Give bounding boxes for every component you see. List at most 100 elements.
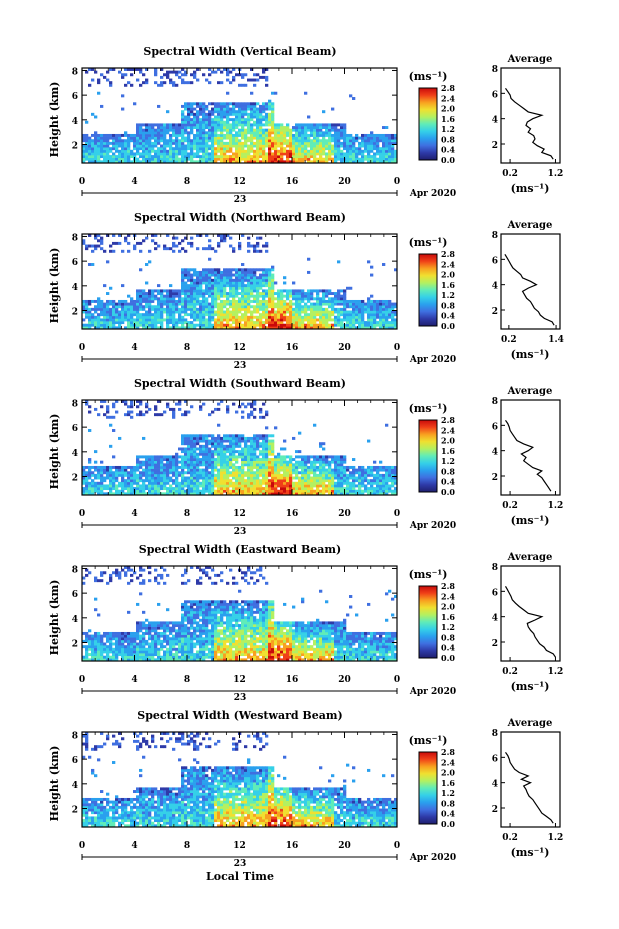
- heatmap-cell: [157, 476, 161, 480]
- heatmap-cell: [361, 302, 365, 306]
- heatmap-cell: [166, 131, 170, 135]
- heatmap-cell: [367, 321, 371, 325]
- heatmap-cell: [223, 458, 227, 461]
- heatmap-cell: [316, 492, 320, 496]
- heatmap-cell: [91, 471, 95, 475]
- heatmap-cell: [82, 147, 86, 151]
- heatmap-cell: [211, 479, 215, 483]
- heatmap-cell: [352, 157, 356, 161]
- heatmap-cell: [304, 476, 308, 480]
- heatmap-cell: [253, 476, 257, 480]
- heatmap-cell: [166, 479, 170, 483]
- heatmap-cell: [370, 157, 374, 161]
- profile-line: [505, 87, 554, 160]
- heatmap-cell: [115, 136, 119, 140]
- heatmap-cell: [268, 286, 272, 290]
- colorbar-tick-label: 0.8: [441, 300, 455, 310]
- heatmap-cell: [370, 273, 374, 277]
- heatmap-cell: [337, 321, 341, 325]
- heatmap-cell: [325, 126, 329, 129]
- heatmap-cell: [358, 318, 362, 322]
- heatmap-cell: [289, 310, 293, 314]
- heatmap-cell: [190, 147, 194, 151]
- heatmap-cell: [238, 278, 242, 282]
- heatmap-cell: [265, 281, 269, 285]
- heatmap-cell: [217, 157, 221, 161]
- heatmap-cell: [220, 305, 224, 309]
- heatmap-cell: [220, 141, 224, 145]
- heatmap-cell: [148, 318, 152, 322]
- heatmap-cell: [361, 310, 365, 314]
- heatmap-cell: [235, 118, 239, 122]
- heatmap-cell: [151, 147, 155, 151]
- heatmap-cell: [106, 407, 110, 411]
- heatmap-cell: [121, 465, 125, 469]
- heatmap-cell: [277, 294, 281, 298]
- heatmap-cell: [388, 305, 392, 309]
- heatmap-cell: [199, 476, 203, 480]
- heatmap-cell: [256, 455, 260, 459]
- heatmap-cell: [217, 323, 221, 327]
- heatmap-cell: [223, 144, 227, 148]
- heatmap-cell: [202, 139, 206, 143]
- heatmap-cell: [130, 155, 134, 159]
- heatmap-cell: [361, 157, 365, 161]
- heatmap-cell: [325, 471, 329, 475]
- heatmap-cell: [388, 315, 392, 319]
- heatmap-cell: [238, 131, 242, 135]
- heatmap-cell: [124, 305, 128, 309]
- heatmap-cell: [355, 321, 359, 325]
- heatmap-cell: [337, 141, 341, 145]
- heatmap-cell: [88, 458, 92, 461]
- heatmap-cell: [259, 460, 263, 464]
- heatmap-cell: [157, 141, 161, 145]
- heatmap-cell: [196, 147, 200, 151]
- heatmap-cell: [328, 136, 332, 140]
- heatmap-cell: [256, 110, 260, 114]
- heatmap-cell: [304, 131, 308, 135]
- heatmap-cell: [274, 123, 278, 127]
- heatmap-cell: [199, 281, 203, 285]
- heatmap-cell: [187, 155, 191, 159]
- heatmap-cell: [295, 481, 299, 485]
- heatmap-cell: [196, 465, 200, 469]
- heatmap-cell: [217, 463, 221, 467]
- heatmap-cell: [235, 112, 239, 116]
- heatmap-cell: [244, 460, 248, 464]
- heatmap-cell: [283, 484, 287, 488]
- heatmap-cell: [196, 294, 200, 298]
- heatmap-cell: [229, 294, 233, 298]
- heatmap-cell: [184, 126, 188, 129]
- heatmap-cell: [304, 323, 308, 327]
- heatmap-cell: [169, 123, 173, 127]
- heatmap-cell: [184, 305, 188, 309]
- heatmap-cell: [235, 410, 239, 414]
- heatmap-cell: [82, 489, 86, 493]
- heatmap-cell: [250, 455, 254, 459]
- heatmap-cell: [100, 141, 104, 145]
- heatmap-cell: [181, 270, 185, 274]
- heatmap-cell: [172, 133, 176, 137]
- heatmap-cell: [376, 299, 380, 303]
- heatmap-cell: [208, 281, 212, 285]
- heatmap-cell: [139, 465, 143, 469]
- heatmap-cell: [85, 305, 89, 309]
- heatmap-cell: [286, 326, 290, 330]
- heatmap-cell: [391, 318, 395, 322]
- heatmap-cell: [202, 305, 206, 309]
- x-tick-label: 8: [184, 177, 190, 187]
- heatmap-cell: [115, 157, 119, 161]
- heatmap-cell: [328, 126, 332, 129]
- heatmap-cell: [124, 302, 128, 306]
- heatmap-cell: [271, 450, 275, 454]
- heatmap-cell: [382, 157, 386, 161]
- heatmap-cell: [358, 136, 362, 140]
- heatmap-cell: [274, 128, 278, 132]
- heatmap-cell: [124, 68, 128, 71]
- heatmap-cell: [142, 73, 146, 77]
- heatmap-cell: [148, 315, 152, 319]
- heatmap-cell: [211, 292, 215, 295]
- heatmap-cell: [328, 302, 332, 306]
- heatmap-cell: [220, 479, 224, 483]
